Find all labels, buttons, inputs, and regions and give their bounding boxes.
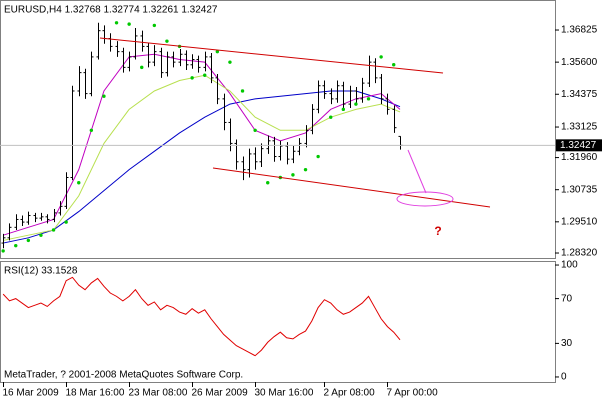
price-marker-label: 1.32427 [560, 140, 597, 151]
sar-dot [39, 233, 43, 237]
sar-dot [354, 102, 358, 106]
sar-dot [89, 128, 94, 133]
x-tick-label: 16 Mar 2009 [3, 388, 60, 399]
y-tick-label: 0 [561, 372, 567, 383]
trend-line [99, 37, 444, 74]
x-tick-label: 23 Mar 08:00 [129, 388, 188, 399]
sar-dot [102, 94, 106, 98]
sar-dot [253, 128, 257, 133]
drawings: ? MetaTrader, ? 2001-2008 MetaQuotes Sof… [4, 37, 491, 381]
sar-dot [51, 228, 56, 232]
sar-dot [64, 220, 68, 224]
sar-dot [215, 49, 220, 54]
sar-dot [392, 63, 396, 67]
x-tick-label: 2 Apr 08:00 [324, 388, 376, 399]
y-tick-label: 1.34375 [561, 89, 598, 100]
sar-dot [266, 181, 270, 185]
x-tick-label: 26 Mar 2009 [192, 388, 249, 399]
copyright: MetaTrader, ? 2001-2008 MetaQuotes Softw… [4, 370, 243, 381]
sar-dot [291, 173, 295, 177]
target-ellipse [396, 191, 454, 207]
sar-dot [26, 238, 31, 243]
trend-line [212, 167, 491, 208]
sar-dot [316, 154, 320, 159]
y-tick-label: 1.36825 [561, 25, 598, 36]
sar-dot [114, 21, 119, 25]
sar-dot [203, 73, 207, 77]
sar-dot [1, 249, 5, 253]
y-tick-label: 1.35600 [561, 57, 598, 68]
y-tick-label: 1.31960 [561, 152, 598, 163]
x-tick-label: 7 Apr 00:00 [387, 388, 439, 399]
sar-dot [228, 60, 232, 64]
sar-dot [190, 76, 194, 80]
y-tick-label: 30 [561, 338, 573, 349]
sar-dot [303, 167, 308, 172]
x-tick-label: 30 Mar 16:00 [255, 388, 314, 399]
rsi-line [2, 276, 401, 357]
sar-dot [165, 39, 169, 43]
y-tick-label: 100 [561, 260, 578, 271]
sar-dot [366, 97, 371, 101]
sar-dot [240, 89, 245, 93]
price-marker [556, 139, 602, 152]
y-tick-label: 70 [561, 293, 573, 304]
x-tick-label: 18 Mar 16:00 [66, 388, 125, 399]
y-tick-label: 1.33125 [561, 122, 598, 133]
y-tick-label: 1.30735 [561, 184, 598, 195]
sar-dot [152, 23, 157, 28]
panel-title: RSI(12) 33.1528 [4, 266, 78, 277]
sar-dot [140, 65, 144, 70]
sar-dot [341, 107, 346, 112]
moving-average [3, 90, 401, 244]
sar-dot [77, 181, 81, 185]
panel [0, 261, 556, 383]
sar-dot [14, 243, 18, 248]
y-tick-label: 1.28320 [561, 248, 598, 259]
sar-dot [379, 55, 383, 59]
arrow [407, 149, 427, 194]
annotation: ? [434, 224, 441, 238]
moving-average [3, 53, 401, 236]
sar-dot [329, 115, 333, 119]
sar-dot [127, 22, 131, 26]
y-tick-label: 1.29510 [561, 216, 598, 227]
panel-title: EURUSD,H4 1.32768 1.32774 1.32261 1.3242… [4, 5, 218, 16]
